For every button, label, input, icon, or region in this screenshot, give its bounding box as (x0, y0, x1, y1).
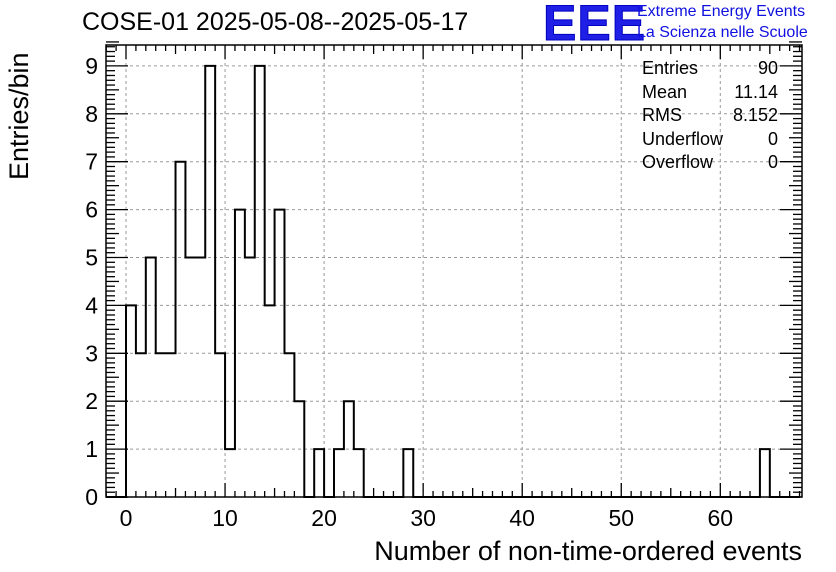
histogram-bin (136, 353, 146, 497)
logo-line-2: La Scienza nelle Scuole (637, 24, 808, 41)
grid-lines (106, 45, 802, 497)
x-tick-label: 50 (608, 505, 634, 531)
y-tick-label: 1 (85, 436, 98, 462)
histogram-bin (225, 449, 235, 497)
histogram-bin (195, 258, 205, 498)
y-tick-label: 9 (85, 53, 98, 79)
histogram-bin (403, 449, 413, 497)
histogram-bin (166, 353, 176, 497)
stats-label: Entries (642, 58, 699, 78)
y-tick-label: 5 (85, 245, 98, 271)
histogram-bin (255, 66, 265, 497)
histogram-bin (354, 449, 364, 497)
histogram-bin (760, 449, 770, 497)
x-tick-label: 10 (212, 505, 238, 531)
y-tick-label: 0 (85, 484, 98, 510)
stats-label: Overflow (642, 152, 714, 172)
x-tick-label: 0 (120, 505, 133, 531)
histogram-bars (106, 64, 800, 498)
histogram-bin (284, 353, 294, 497)
y-axis-label: Entries/bin (4, 52, 34, 180)
histogram-bin (146, 258, 156, 498)
x-tick-label: 30 (410, 505, 436, 531)
stats-value: 0 (767, 128, 778, 149)
axes (105, 41, 803, 498)
stats-value: 8.152 (732, 105, 778, 125)
x-tick-label: 20 (311, 505, 337, 531)
histogram-bin (176, 162, 186, 497)
y-tick-label: 6 (85, 197, 98, 223)
stats-value: 11.14 (734, 81, 778, 102)
histogram-bin (156, 353, 166, 497)
logo-line-1: Extreme Energy Events (637, 3, 806, 20)
chart-title: COSE-01 2025-05-08--2025-05-17 (82, 8, 469, 36)
x-axis-label: Number of non-time-ordered events (374, 536, 802, 566)
stats-value: 0 (767, 152, 778, 172)
histogram-bin (245, 258, 255, 498)
y-tick-label: 4 (85, 292, 98, 318)
histogram-bin (334, 449, 344, 497)
histogram-bin (185, 258, 195, 498)
stats-label: Underflow (642, 128, 724, 149)
eee-logo: EEE (542, 0, 647, 51)
stats-label: RMS (642, 105, 682, 125)
y-tick-label: 3 (85, 340, 98, 366)
histogram-outline (106, 64, 800, 498)
tick-labels: 0 10 20 30 40 50 60 0 1 2 3 4 5 6 7 8 9 (85, 53, 733, 531)
y-tick-label: 8 (85, 101, 98, 127)
x-tick-label: 40 (509, 505, 535, 531)
histogram-bin (314, 449, 324, 497)
y-tick-label: 7 (85, 149, 98, 175)
y-tick-label: 2 (85, 388, 98, 414)
stats-label: Mean (642, 81, 688, 102)
stats-value: 90 (757, 58, 778, 78)
histogram-bin (215, 353, 225, 497)
x-tick-label: 60 (708, 505, 734, 531)
histogram-bin (205, 66, 215, 497)
plot-frame (105, 44, 803, 498)
